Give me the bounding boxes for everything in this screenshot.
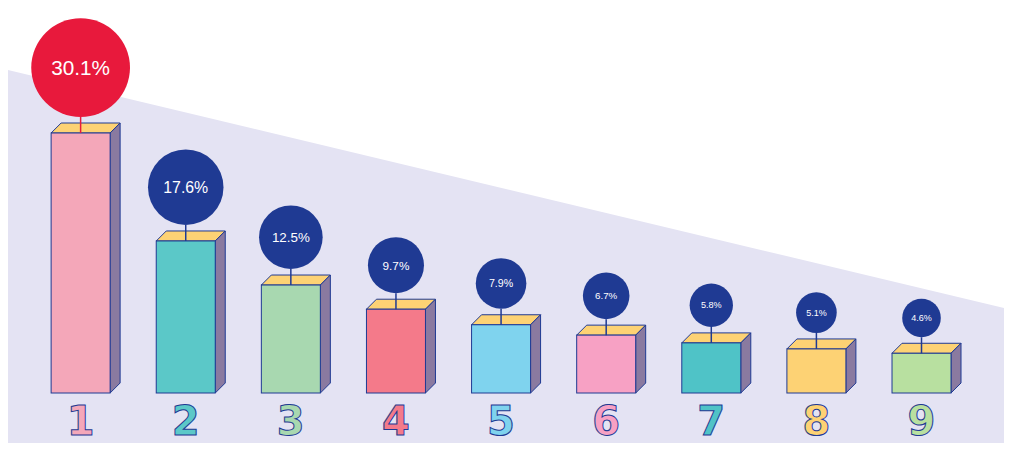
svg-text:8: 8 xyxy=(802,398,830,444)
svg-text:2: 2 xyxy=(172,398,200,444)
svg-text:4: 4 xyxy=(382,398,410,444)
svg-text:4.6%: 4.6% xyxy=(911,313,932,323)
svg-text:9.7%: 9.7% xyxy=(383,259,410,272)
svg-text:30.1%: 30.1% xyxy=(51,56,110,79)
svg-text:5.1%: 5.1% xyxy=(806,308,827,318)
svg-text:6.7%: 6.7% xyxy=(595,290,618,301)
svg-text:3: 3 xyxy=(277,398,305,444)
svg-text:6: 6 xyxy=(592,398,620,444)
svg-text:5: 5 xyxy=(487,398,515,444)
svg-text:7.9%: 7.9% xyxy=(489,277,514,289)
svg-text:5.8%: 5.8% xyxy=(701,300,722,310)
svg-text:1: 1 xyxy=(67,398,95,444)
svg-text:7: 7 xyxy=(697,398,725,444)
svg-text:9: 9 xyxy=(908,398,936,444)
svg-text:17.6%: 17.6% xyxy=(163,179,208,196)
svg-text:12.5%: 12.5% xyxy=(272,230,310,245)
